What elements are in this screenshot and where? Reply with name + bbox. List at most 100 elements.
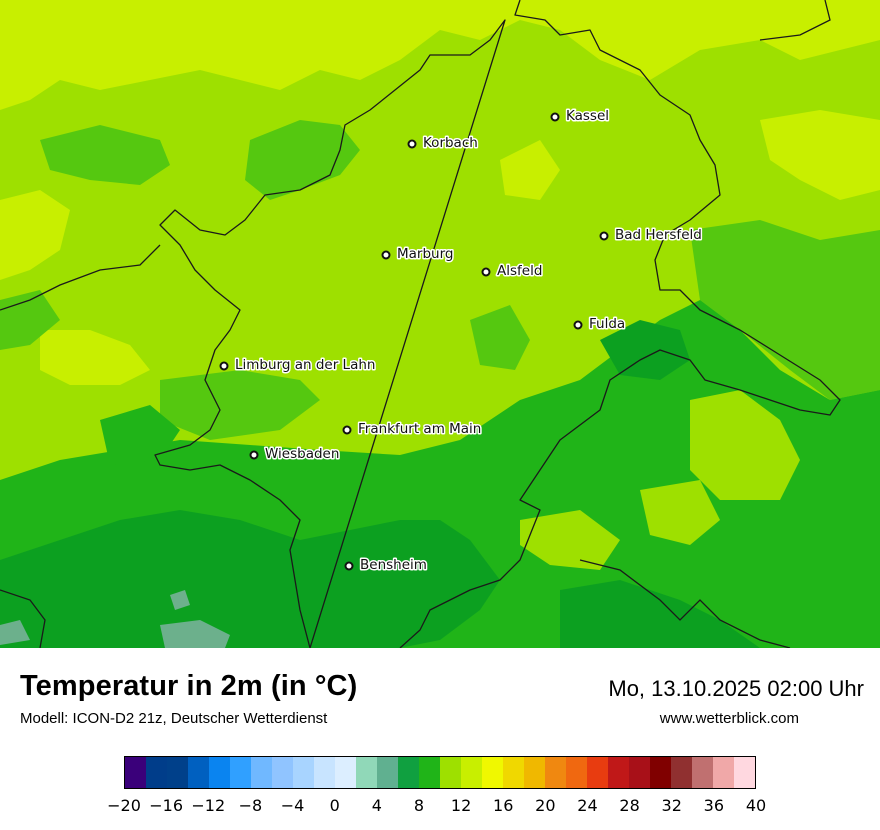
colorbar-tick-label: 20 <box>535 796 556 815</box>
city-dot <box>219 361 229 371</box>
city-frankfurt: Frankfurt am Main <box>342 420 483 439</box>
cool-zone-east <box>690 220 880 400</box>
city-label: Marburg <box>397 246 453 262</box>
colorbar-tick-label: 4 <box>371 796 382 815</box>
colorbar-cell <box>629 757 650 788</box>
colorbar-tick-label: 24 <box>577 796 598 815</box>
colorbar-cell <box>650 757 671 788</box>
map-title: Temperatur in 2m (in °C) <box>20 670 358 702</box>
city-dot <box>573 320 583 330</box>
city-label: Limburg an der Lahn <box>235 357 375 373</box>
warm-zone-limburg <box>40 330 150 385</box>
cold-zone-southeast <box>560 580 760 648</box>
city-kassel: Kassel <box>550 107 611 126</box>
cool-zone-taunus <box>160 370 320 440</box>
colorbar-tick-label: 32 <box>661 796 682 815</box>
cold-zone-rhine <box>0 510 500 648</box>
colorbar-cell <box>524 757 545 788</box>
colorbar-cell <box>251 757 272 788</box>
colorbar-cell <box>356 757 377 788</box>
warm-island-southeast <box>520 510 620 570</box>
colorbar-tick-label: 12 <box>450 796 472 815</box>
city-fulda: Fulda <box>573 315 627 334</box>
city-korbach: Korbach <box>407 134 479 153</box>
colorbar-tick-label: 8 <box>413 796 425 815</box>
forecast-datetime: Mo, 13.10.2025 02:00 Uhr <box>608 676 864 701</box>
cool-zone-vogelsberg <box>470 305 530 370</box>
colorbar-cell <box>503 757 524 788</box>
city-dot <box>381 250 391 260</box>
city-label: Korbach <box>423 135 478 151</box>
colorbar-tick-label: −20 <box>107 796 141 815</box>
colorbar-cell <box>419 757 440 788</box>
coldest-zone-south <box>160 620 230 648</box>
city-alsfeld: Alsfeld <box>481 262 544 281</box>
city-label: Fulda <box>589 316 625 332</box>
colorbar-cell <box>608 757 629 788</box>
warm-zone-northeast <box>760 110 880 200</box>
city-dot <box>550 112 560 122</box>
cool-zone-korbach <box>245 120 360 200</box>
colorbar-tick-label: 16 <box>493 796 514 815</box>
website-link[interactable]: www.wetterblick.com <box>659 710 799 727</box>
city-bad-hersfeld: Bad Hersfeld <box>599 226 703 245</box>
city-dot <box>481 267 491 277</box>
colorbar-cell <box>314 757 335 788</box>
colorbar-tick-label: 28 <box>619 796 640 815</box>
warm-zone-north <box>0 0 880 110</box>
west-border <box>0 244 161 311</box>
state-border <box>154 0 841 648</box>
colorbar-tick-label: 40 <box>745 796 767 815</box>
colorbar-cell <box>671 757 692 788</box>
colorbar-cell <box>377 757 398 788</box>
temperature-map: Kassel Korbach Bad Hersfeld Marburg Alsf… <box>0 0 880 648</box>
colorbar-cell <box>587 757 608 788</box>
cold-zone-fulda <box>600 320 690 380</box>
colorbar-cell <box>713 757 734 788</box>
colorbar-cell <box>734 757 755 788</box>
city-bensheim: Bensheim <box>344 556 428 575</box>
colorbar-cell <box>440 757 461 788</box>
city-label: Frankfurt am Main <box>358 421 481 437</box>
colorbar-tick-label: −12 <box>191 796 226 815</box>
warm-island-east <box>690 390 800 500</box>
colorbar-cell <box>209 757 230 788</box>
warm-island-odenwald <box>640 480 720 545</box>
colorbar-cell <box>167 757 188 788</box>
cool-zone-southwest <box>100 405 180 465</box>
colorbar-cell <box>146 757 167 788</box>
south-border <box>0 589 46 648</box>
warm-zone-west <box>0 190 70 280</box>
colorbar-tick-label: −8 <box>238 796 263 815</box>
colorbar-cell <box>482 757 503 788</box>
colorbar-cell <box>692 757 713 788</box>
colorbar-cell <box>566 757 587 788</box>
northeast-border <box>759 0 831 41</box>
colorbar-cell <box>545 757 566 788</box>
coldest-zone-edge <box>0 620 30 645</box>
city-label: Kassel <box>566 108 609 124</box>
city-label: Alsfeld <box>497 263 542 279</box>
colorbar-cell <box>293 757 314 788</box>
city-limburg: Limburg an der Lahn <box>219 356 377 375</box>
warm-zone-kassel <box>500 140 560 200</box>
city-label: Wiesbaden <box>265 446 339 462</box>
colorbar-tick-label: 36 <box>703 796 725 815</box>
city-label: Bensheim <box>360 557 427 573</box>
coldest-zone-spot <box>170 590 190 610</box>
colorbar-cell <box>188 757 209 788</box>
colorbar-cell <box>272 757 293 788</box>
cool-zone-northwest <box>40 125 170 185</box>
city-marburg: Marburg <box>381 245 455 264</box>
city-dot <box>342 425 352 435</box>
map-svg: Kassel Korbach Bad Hersfeld Marburg Alsf… <box>0 0 880 648</box>
colorbar-cell <box>125 757 146 788</box>
colorbar-cell <box>398 757 419 788</box>
colorbar-cell <box>461 757 482 788</box>
city-dot <box>407 139 417 149</box>
colorbar-tick-label: −16 <box>149 796 184 815</box>
colorbar-cell <box>230 757 251 788</box>
temperature-colorbar <box>124 756 756 789</box>
city-wiesbaden: Wiesbaden <box>249 445 341 464</box>
map-footer: Temperatur in 2m (in °C) Modell: ICON-D2… <box>0 648 880 830</box>
